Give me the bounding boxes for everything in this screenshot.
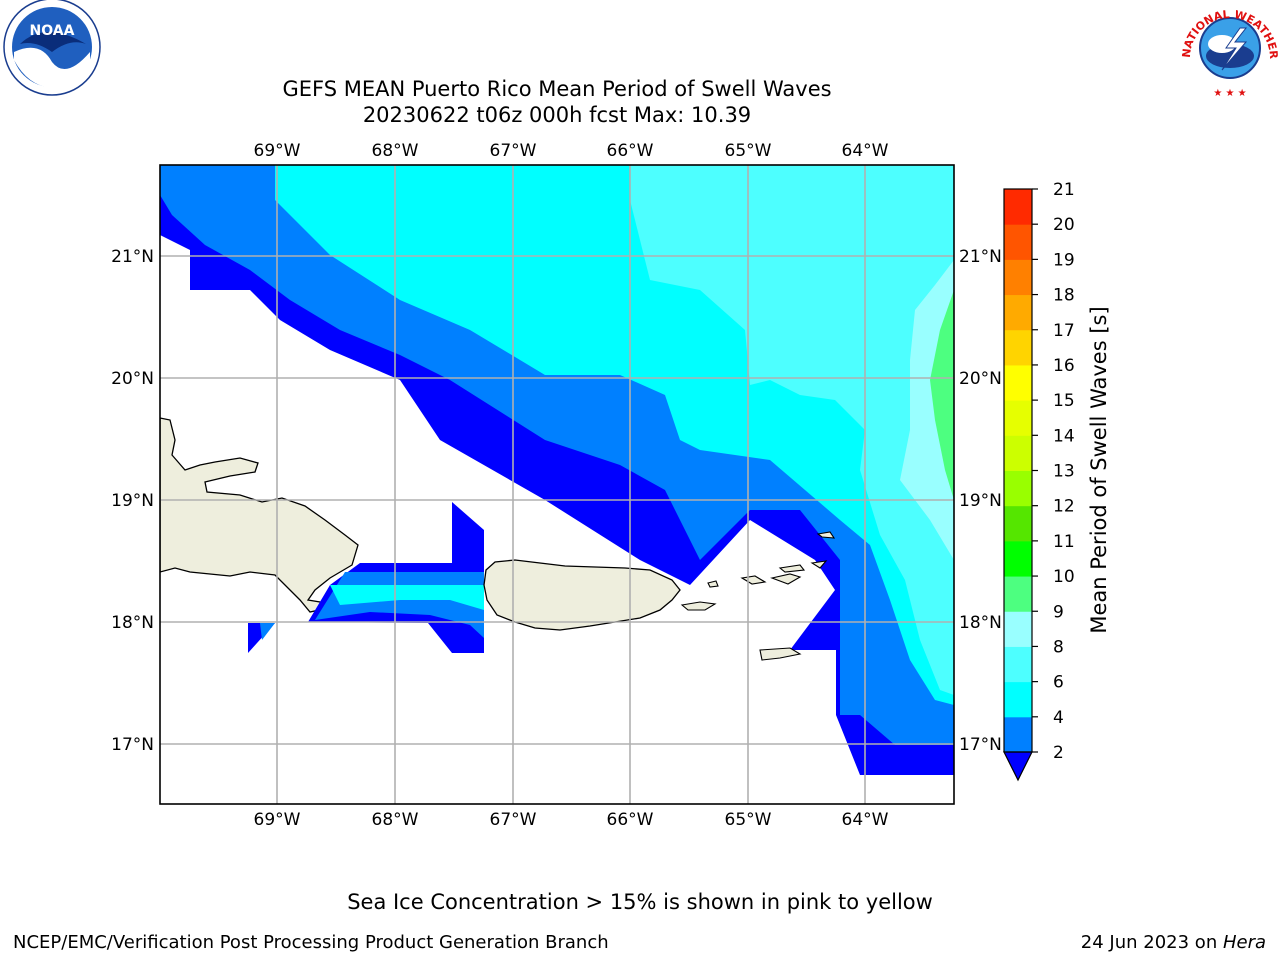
lon-label: 67°W [490, 141, 537, 161]
colorbar-segment [1004, 364, 1032, 401]
colorbar-tick-label: 15 [1053, 391, 1075, 411]
map-panel [160, 165, 954, 804]
lon-label: 66°W [607, 141, 654, 161]
puerto-rico-landmass [483, 559, 681, 631]
colorbar-segment [1004, 505, 1032, 542]
hispaniola-landmass [160, 417, 359, 613]
colorbar-segment [1004, 329, 1032, 366]
lat-label: 19°N [959, 491, 1002, 511]
colorbar-tick-label: 16 [1053, 356, 1075, 376]
st-croix-island [759, 647, 802, 661]
colorbar-segment [1004, 400, 1032, 436]
footer-date-text: 24 Jun 2023 on [1080, 932, 1223, 953]
colorbar-segment [1004, 611, 1032, 647]
colorbar-segment [1004, 189, 1032, 225]
lon-label: 64°W [842, 141, 889, 161]
colorbar-segment [1004, 681, 1032, 718]
anegada-island [816, 531, 836, 539]
colorbar-tick-label: 4 [1053, 708, 1064, 728]
footer-date: 24 Jun 2023 on Hera [1081, 932, 1266, 953]
lat-labels-left: 21°N 20°N 19°N 18°N 17°N [111, 247, 154, 755]
footer-machine: Hera [1222, 932, 1266, 953]
nws-logo-text: NATIONAL WEATHER SERVICE [0, 0, 1280, 60]
lon-label: 64°W [842, 810, 889, 830]
gridlines [160, 165, 954, 804]
lat-labels-right: 21°N 20°N 19°N 18°N 17°N [959, 247, 1002, 755]
colorbar-tick-label: 13 [1053, 462, 1075, 482]
colorbar-ticks: 2 4 6 8 9 10 11 12 13 14 15 16 17 18 19 20 21 [1032, 180, 1075, 763]
colorbar-segment [1004, 259, 1032, 296]
footer-branch: NCEP/EMC/Verification Post Processing Pr… [13, 932, 609, 953]
plot-title-line2: 20230622 t06z 000h fcst Max: 10.39 [362, 103, 752, 127]
colorbar-tick-label: 11 [1053, 532, 1075, 552]
colorbar-tick-label: 9 [1053, 602, 1064, 622]
noaa-logo: NOAA [3, 0, 101, 96]
colorbar-segments [1004, 189, 1032, 753]
lat-label: 17°N [111, 735, 154, 755]
contour-band-10-11s [930, 290, 954, 500]
colorbar-segment [1004, 224, 1032, 260]
colorbar-tick-label: 19 [1053, 250, 1075, 270]
colorbar-tick-label: 20 [1053, 215, 1075, 235]
mona-passage-band-inner [330, 585, 484, 610]
colorbar-tick-label: 2 [1053, 743, 1064, 763]
colorbar-tick-label: 18 [1053, 286, 1075, 306]
map-frame [159, 164, 955, 805]
west-small-band-inner [260, 623, 275, 640]
plot-title-line1: GEFS MEAN Puerto Rico Mean Period of Swe… [282, 77, 832, 101]
lon-labels-top: 69°W 68°W 67°W 66°W 65°W 64°W [254, 141, 889, 161]
colorbar-tick-label: 6 [1053, 673, 1064, 693]
lon-label: 65°W [725, 141, 772, 161]
vieques-island [680, 601, 717, 611]
nws-logo-stars: ★ ★ ★ [1213, 88, 1246, 99]
sea-ice-note: Sea Ice Concentration > 15% is shown in … [347, 890, 933, 914]
colorbar-segment [1004, 646, 1032, 683]
colorbar-tick-label: 14 [1053, 426, 1075, 446]
lon-label: 66°W [607, 810, 654, 830]
lat-label: 20°N [111, 369, 154, 389]
colorbar-segment [1004, 294, 1032, 331]
colorbar-tick-label: 10 [1053, 567, 1075, 587]
noaa-logo-text: NOAA [30, 23, 75, 39]
colorbar-tick-label: 17 [1053, 321, 1075, 341]
colorbar-tick-label: 12 [1053, 497, 1075, 517]
lon-label: 65°W [725, 810, 772, 830]
lon-label: 68°W [372, 810, 419, 830]
lon-label: 68°W [372, 141, 419, 161]
colorbar: 2 4 6 8 9 10 11 12 13 14 15 16 17 18 19 20 21 Mean Perio… [1003, 180, 1111, 782]
colorbar-label: Mean Period of Swell Waves [s] [1087, 306, 1111, 633]
lat-label: 18°N [959, 613, 1002, 633]
colorbar-segment [1004, 435, 1032, 471]
lat-label: 21°N [111, 247, 154, 267]
lat-label: 17°N [959, 735, 1002, 755]
colorbar-segment [1004, 540, 1032, 577]
colorbar-tick-label: 8 [1053, 637, 1064, 657]
virgin-islands [707, 560, 828, 588]
lat-label: 21°N [959, 247, 1002, 267]
contour-band-8-9s [630, 165, 954, 695]
lon-labels-bottom: 69°W 68°W 67°W 66°W 65°W 64°W [254, 810, 889, 830]
colorbar-segment [1004, 470, 1032, 507]
lon-label: 69°W [254, 141, 301, 161]
lat-label: 20°N [959, 369, 1002, 389]
lon-label: 67°W [490, 810, 537, 830]
colorbar-segment [1004, 716, 1032, 753]
lat-label: 18°N [111, 613, 154, 633]
colorbar-segment [1004, 576, 1032, 612]
colorbar-under-triangle [1003, 751, 1033, 782]
lat-label: 19°N [111, 491, 154, 511]
lon-label: 69°W [254, 810, 301, 830]
colorbar-tick-label: 21 [1053, 180, 1075, 200]
